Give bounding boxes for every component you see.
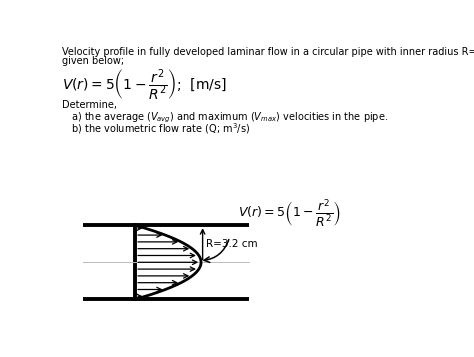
Text: Velocity profile in fully developed laminar flow in a circular pipe with inner r: Velocity profile in fully developed lami…	[62, 47, 474, 57]
Text: b) the volumetric flow rate (Q; m$^3$/s): b) the volumetric flow rate (Q; m$^3$/s)	[62, 121, 250, 136]
Text: $V(r) = 5\left(1 - \dfrac{r^2}{R^2}\right)$;  [m/s]: $V(r) = 5\left(1 - \dfrac{r^2}{R^2}\righ…	[62, 67, 227, 102]
Text: a) the average ($V_{avg}$) and maximum ($V_{max}$) velocities in the pipe.: a) the average ($V_{avg}$) and maximum (…	[62, 111, 388, 125]
Text: Determine,: Determine,	[62, 100, 117, 110]
Text: $V(r) = 5\left(1 - \dfrac{r^2}{R^2}\right)$: $V(r) = 5\left(1 - \dfrac{r^2}{R^2}\righ…	[237, 197, 340, 228]
Text: given below;: given below;	[62, 56, 124, 66]
Text: R=3.2 cm: R=3.2 cm	[207, 239, 258, 249]
